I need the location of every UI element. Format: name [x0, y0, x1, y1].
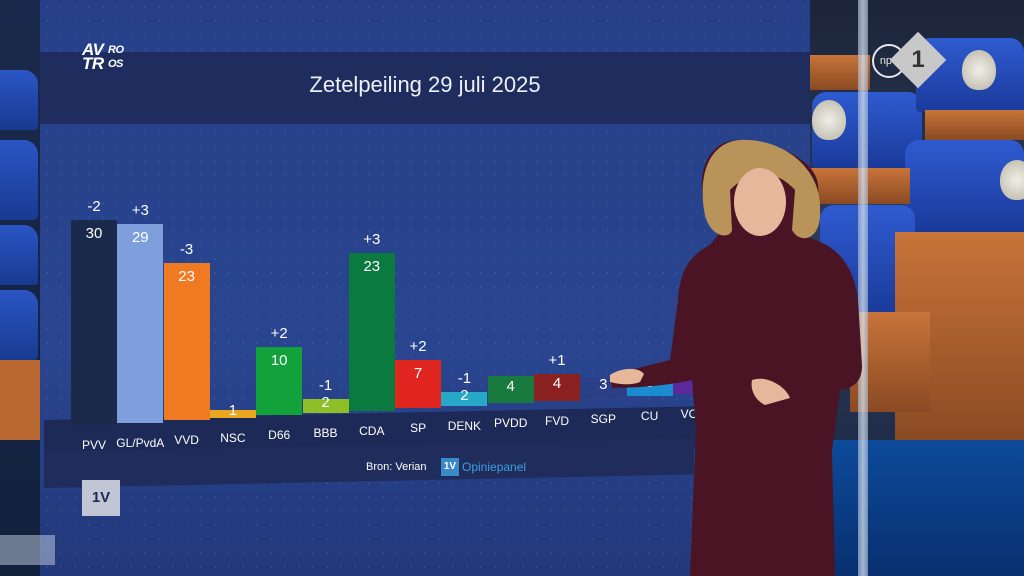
bar-fvd: 4 [534, 373, 580, 401]
bar-value-label: 2 [321, 394, 330, 412]
logo-part: TR [82, 54, 104, 73]
parliament-seat [0, 225, 38, 285]
category-label: PVDD [494, 416, 528, 431]
bar-value-label: 4 [552, 375, 562, 393]
parliament-emblem [812, 100, 846, 140]
bar-change-label: +3 [131, 202, 149, 220]
category-label: GL/PvdA [116, 435, 165, 450]
category-label: FVD [545, 413, 569, 428]
chart-title: Zetelpeiling 29 juli 2025 [309, 72, 541, 97]
bar-value-label: 29 [131, 229, 149, 247]
parliament-seat [0, 290, 38, 360]
studio-floor [800, 440, 1024, 576]
bar-sp: 7 [395, 360, 442, 409]
bar-value-label: 4 [506, 377, 515, 395]
bar-change-label: +1 [548, 351, 566, 369]
bar-nsc: 1 [209, 402, 256, 419]
bar-change-label: -3 [179, 240, 194, 258]
npo1-logo: npo 1 [872, 31, 947, 89]
category-label: SGP [590, 411, 616, 426]
category-label: VVD [174, 433, 199, 448]
glass-panel [0, 535, 55, 565]
avrotros-logo: AV RO TR OS [82, 40, 124, 73]
logo-part: AV [82, 40, 104, 59]
bar-cda: 23 [348, 253, 395, 411]
parliament-desk [0, 360, 40, 440]
parliament-emblem [962, 50, 996, 90]
source-brand-logo: 1V [441, 458, 459, 476]
parliament-emblem [1000, 160, 1024, 200]
bar-pvdd: 4 [487, 375, 534, 404]
bar-change-label: -2 [87, 197, 101, 215]
channel-badge: 1V [82, 480, 120, 516]
parliament-seat [0, 140, 38, 220]
bar-value-label: 2 [460, 386, 469, 404]
category-label: NSC [220, 430, 246, 445]
source-panel-label: Opiniepanel [462, 460, 527, 474]
category-label: PVV [81, 438, 106, 452]
category-label: CU [640, 409, 659, 424]
bar-bbb: 2 [302, 394, 349, 413]
bar-change-label: -1 [318, 377, 333, 395]
bar-change-label: +2 [409, 338, 427, 356]
logo-part: OS [108, 58, 123, 70]
bar-value-label: 7 [413, 365, 423, 383]
bar-change-label: +3 [363, 231, 381, 249]
presenter [610, 139, 862, 576]
bar-change-label: -1 [457, 370, 472, 388]
category-label: CDA [359, 423, 385, 438]
title-band [40, 52, 810, 124]
source-label: Bron: Verian [366, 461, 427, 473]
bar-value-label: 23 [178, 267, 195, 285]
parliament-desk [925, 110, 1024, 140]
bar-pvv: 30 [71, 219, 117, 425]
category-label: SP [410, 421, 427, 436]
bar-change-label: +2 [270, 324, 288, 342]
npo-one-diamond: 1 [889, 31, 947, 89]
npo-one-number: 1 [911, 46, 925, 73]
parliament-seat [0, 70, 38, 130]
category-label: DENK [447, 418, 482, 433]
logo-part: RO [108, 44, 124, 56]
bar-value-label: 10 [270, 351, 288, 369]
bar-value-label: 23 [363, 258, 381, 276]
bar-vvd: 23 [163, 262, 210, 421]
bar-value-label: 1 [228, 401, 238, 419]
bar-d66: 10 [256, 346, 303, 416]
category-label: D66 [268, 428, 291, 443]
studio-pillar [858, 0, 868, 576]
bar-gl-pvda: 29 [117, 224, 164, 423]
bar-denk: 2 [441, 387, 488, 406]
category-label: BBB [313, 425, 338, 440]
bar-value-label: 3 [599, 376, 608, 394]
bar-value-label: 30 [85, 224, 103, 242]
